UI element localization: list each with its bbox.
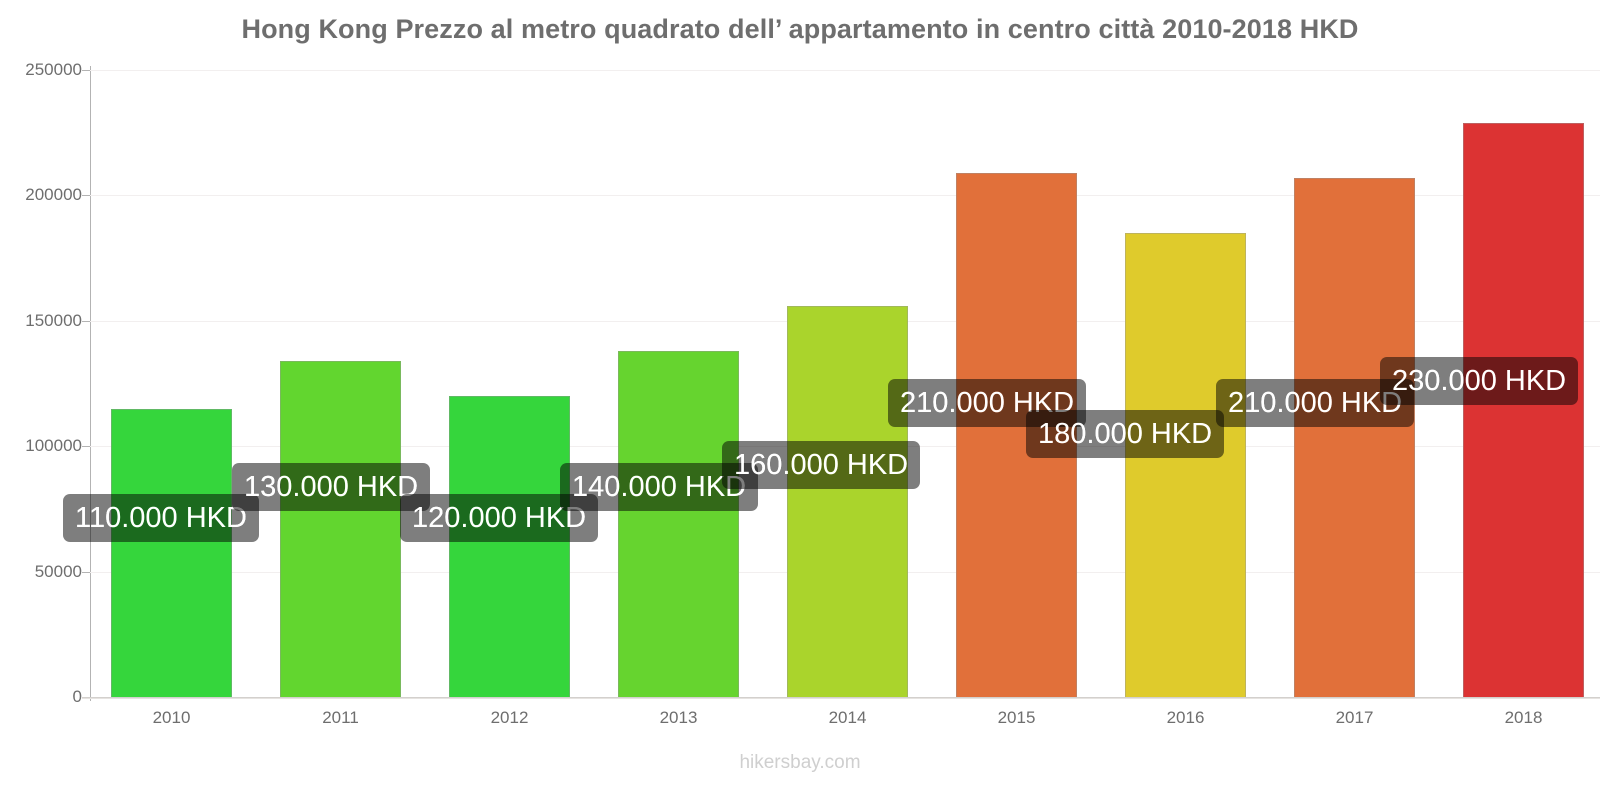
footer-credit: hikersbay.com: [739, 752, 861, 773]
x-axis-tick-label: 2013: [659, 708, 698, 727]
y-axis-tick-label: 100000: [25, 436, 82, 456]
x-axis-tick-label: 2015: [997, 708, 1036, 727]
bar-2017[interactable]: [1294, 177, 1415, 697]
x-axis-tick-label: 2010: [152, 708, 191, 727]
y-axis-tick-label: 250000: [25, 60, 82, 79]
bar-2016[interactable]: [1125, 233, 1246, 697]
x-axis-tick-label: 2016: [1166, 708, 1205, 727]
gridline: [90, 70, 1600, 71]
bar-2018[interactable]: [1463, 122, 1584, 697]
y-axis-tick-label: 150000: [25, 310, 82, 330]
gridline: [90, 195, 1600, 197]
data-label-box-2014: 160.000 HKD: [722, 441, 921, 489]
x-axis-tick-label: 2018: [1504, 708, 1543, 727]
data-label-box-2010: 110.000 HKD: [63, 494, 259, 542]
y-axis-tick-label: 200000: [25, 185, 82, 205]
data-label-box-2011: 130.000 HKD: [232, 463, 431, 511]
plot-area: 0 50000 100000 150000 200000 250000: [25, 60, 1600, 706]
x-axis-tick-label: 2011: [322, 708, 359, 727]
y-axis-tick-mark: [82, 70, 90, 71]
bar-2011[interactable]: [280, 360, 401, 697]
page-title: Hong Kong Prezzo al metro quadrato dell’…: [241, 14, 1359, 44]
data-label-box-2016: 180.000 HKD: [1026, 410, 1225, 458]
y-axis-tick-mark: [82, 571, 90, 573]
bar-2013[interactable]: [618, 350, 739, 697]
y-axis-tick-mark: [82, 446, 90, 448]
y-axis-tick-label: 0: [72, 687, 82, 706]
y-axis-line: [90, 66, 91, 701]
bar-2010[interactable]: [111, 408, 232, 697]
x-axis-line-shadow: [82, 698, 1600, 699]
x-axis-tick-label: 2017: [1335, 708, 1374, 727]
y-axis-tick-label: 50000: [34, 561, 82, 581]
bar-2014[interactable]: [787, 305, 908, 697]
y-axis-tick-mark: [82, 320, 90, 322]
data-label-box-2018: 230.000 HKD: [1380, 357, 1579, 405]
y-axis-tick-mark: [82, 195, 90, 197]
x-axis-line: [82, 697, 1600, 698]
x-axis-tick-label: 2012: [490, 708, 529, 727]
bar-2012[interactable]: [449, 396, 570, 697]
x-axis-tick-label: 2014: [828, 708, 867, 727]
